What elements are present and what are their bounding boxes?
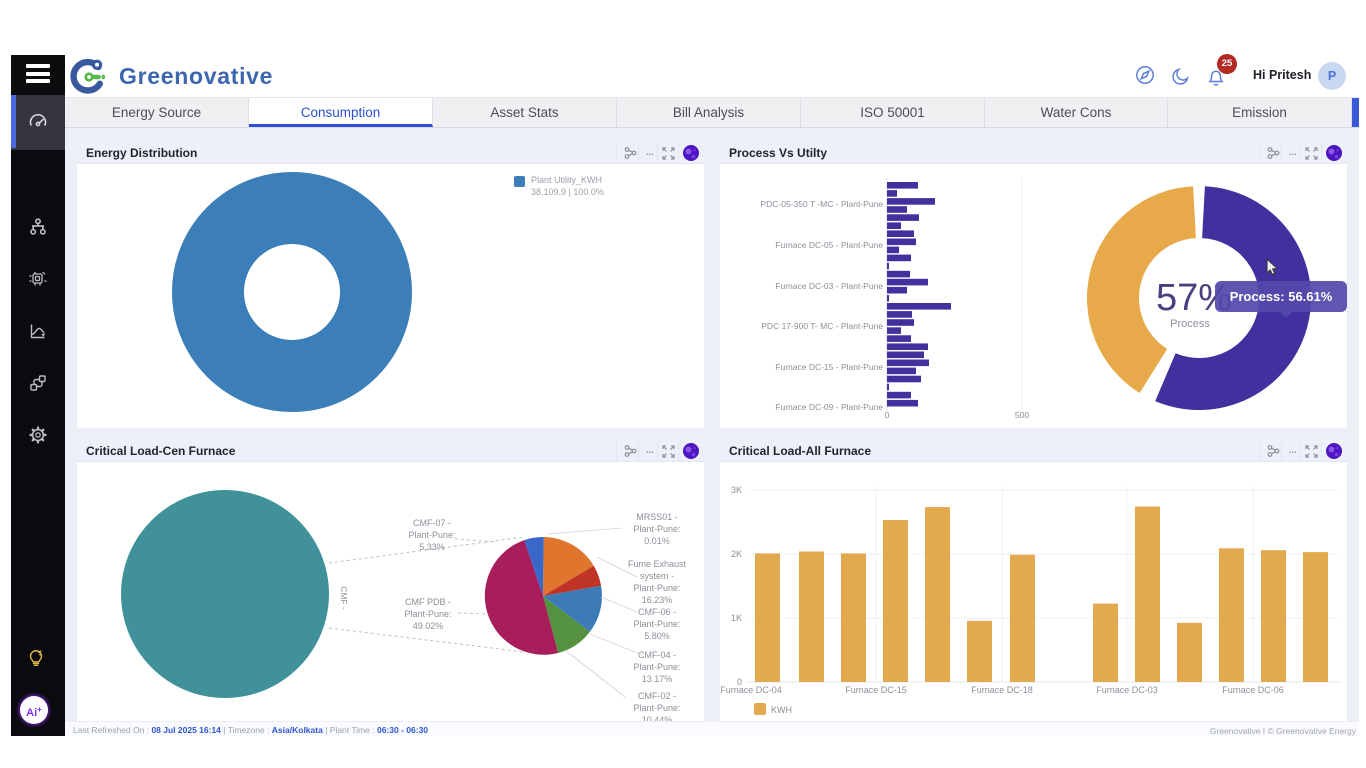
- svg-text:Furnace DC-04: Furnace DC-04: [720, 685, 782, 695]
- svg-text:CMF-07 -: CMF-07 -: [413, 518, 451, 528]
- svg-text:38,109.9 | 100.0%: 38,109.9 | 100.0%: [531, 187, 604, 197]
- svg-text:13.17%: 13.17%: [642, 674, 673, 684]
- svg-text:system -: system -: [640, 571, 674, 581]
- svg-text:Furnace DC-15: Furnace DC-15: [845, 685, 907, 695]
- svg-text:5.33%: 5.33%: [419, 542, 445, 552]
- svg-text:500: 500: [1015, 410, 1029, 420]
- svg-text:KWH: KWH: [771, 705, 792, 715]
- svg-text:PDC 17-900 T- MC - Plant-Pune: PDC 17-900 T- MC - Plant-Pune: [761, 321, 883, 331]
- svg-text:Plant-Pune:: Plant-Pune:: [633, 619, 680, 629]
- svg-text:Furnace DC-18: Furnace DC-18: [971, 685, 1033, 695]
- svg-text:10.44%: 10.44%: [642, 715, 673, 721]
- svg-text:1K: 1K: [731, 613, 742, 623]
- svg-text:Plant-Pune:: Plant-Pune:: [404, 609, 451, 619]
- svg-text:Plant-Pune:: Plant-Pune:: [633, 583, 680, 593]
- svg-text:49.02%: 49.02%: [413, 621, 444, 631]
- svg-text:...: ...: [646, 147, 654, 157]
- svg-text:...: ...: [1289, 147, 1297, 157]
- svg-text:Plant-Pune:: Plant-Pune:: [633, 703, 680, 713]
- svg-text:Plant-Pune:: Plant-Pune:: [633, 662, 680, 672]
- svg-text:Furnace DC-06: Furnace DC-06: [1222, 685, 1284, 695]
- svg-text:3K: 3K: [731, 485, 742, 495]
- svg-text:CMF-02 -: CMF-02 -: [638, 691, 676, 701]
- svg-text:Furnace DC-03 - Plant-Pune: Furnace DC-03 - Plant-Pune: [775, 281, 883, 291]
- svg-text:Process: 56.61%: Process: 56.61%: [1230, 289, 1333, 304]
- svg-text:5.80%: 5.80%: [644, 631, 670, 641]
- svg-text:Furnace DC-09 - Plant-Pune: Furnace DC-09 - Plant-Pune: [775, 402, 883, 412]
- svg-text:MRSS01 -: MRSS01 -: [636, 512, 678, 522]
- svg-text:...: ...: [646, 445, 654, 455]
- svg-text:Process: Process: [1170, 318, 1210, 330]
- svg-text:Furnace DC-15 - Plant-Pune: Furnace DC-15 - Plant-Pune: [775, 362, 883, 372]
- svg-text:PDC-05-350 T -MC - Plant-Pune: PDC-05-350 T -MC - Plant-Pune: [760, 199, 883, 209]
- svg-text:CMF-04 -: CMF-04 -: [638, 650, 676, 660]
- svg-text:CMF PDB -: CMF PDB -: [405, 597, 451, 607]
- svg-text:2K: 2K: [731, 549, 742, 559]
- svg-text:CMF-06 -: CMF-06 -: [638, 607, 676, 617]
- svg-text:0: 0: [737, 677, 742, 687]
- svg-text:Plant Utility_KWH: Plant Utility_KWH: [531, 175, 602, 185]
- svg-text:CMF -: CMF -: [339, 586, 349, 610]
- svg-text:Plant-Pune:: Plant-Pune:: [633, 524, 680, 534]
- svg-text:Fume Exhaust: Fume Exhaust: [628, 559, 687, 569]
- svg-text:Furnace DC-05 - Plant-Pune: Furnace DC-05 - Plant-Pune: [775, 240, 883, 250]
- svg-text:Plant-Pune:: Plant-Pune:: [408, 530, 455, 540]
- svg-text:0.01%: 0.01%: [644, 536, 670, 546]
- svg-text:16.23%: 16.23%: [642, 595, 673, 605]
- svg-text:Furnace DC-03: Furnace DC-03: [1096, 685, 1158, 695]
- svg-text:...: ...: [1289, 445, 1297, 455]
- svg-text:0: 0: [885, 410, 890, 420]
